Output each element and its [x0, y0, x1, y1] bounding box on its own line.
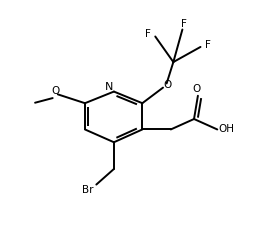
Text: F: F — [145, 29, 151, 39]
Text: O: O — [163, 80, 172, 90]
Text: OH: OH — [218, 124, 234, 134]
Text: F: F — [205, 40, 211, 50]
Text: Br: Br — [82, 185, 94, 195]
Text: O: O — [52, 86, 60, 96]
Text: N: N — [105, 82, 113, 92]
Text: O: O — [192, 84, 201, 94]
Text: F: F — [181, 19, 187, 30]
